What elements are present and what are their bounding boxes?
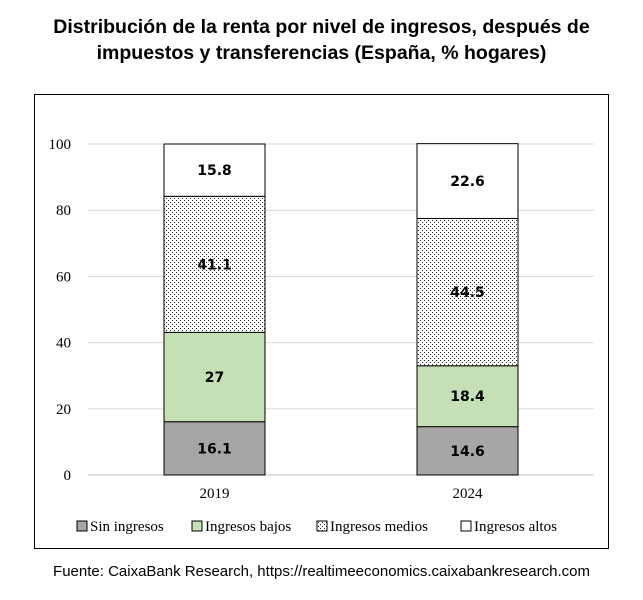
bars: 16.1 27 41.1 15.8 14.6 18.4 44.5 22.6 — [163, 143, 519, 476]
data-label: 41.1 — [197, 257, 232, 273]
y-tick-label: 0 — [64, 468, 72, 484]
data-label: 16.1 — [197, 441, 232, 457]
x-axis: 2019 2024 — [200, 486, 484, 502]
bar-segment-ingresos-altos — [163, 143, 266, 197]
legend-label: Ingresos altos — [474, 519, 557, 535]
source-note: Fuente: CaixaBank Research, https://real… — [53, 563, 590, 580]
legend-label: Ingresos bajos — [205, 519, 291, 535]
legend-label: Sin ingresos — [90, 519, 164, 535]
bar-segment-ingresos-altos — [416, 143, 519, 219]
y-tick-label: 80 — [56, 203, 71, 219]
title-line-2: impuestos y transferencias (España, % ho… — [96, 42, 547, 64]
legend: Sin ingresos Ingresos bajos Ingresos medio… — [76, 519, 557, 535]
bar-segment-sin-ingresos — [416, 426, 519, 476]
x-tick-label: 2019 — [200, 486, 230, 502]
legend-swatch — [76, 520, 88, 532]
data-label: 22.6 — [450, 174, 485, 190]
x-tick-label: 2024 — [453, 486, 484, 502]
legend-label: Ingresos medios — [330, 519, 428, 535]
y-tick-label: 20 — [56, 402, 71, 418]
data-label: 14.6 — [450, 444, 485, 460]
legend-swatch — [316, 520, 328, 532]
y-axis: 0 20 40 60 80 100 — [49, 137, 72, 484]
stacked-bar-chart: 0 20 40 60 80 100 16.1 27 41.1 15.8 14.6 18.4 44.5 2… — [49, 137, 594, 535]
y-tick-label: 100 — [49, 137, 72, 153]
data-label: 44.5 — [450, 285, 485, 301]
y-tick-label: 60 — [56, 269, 71, 285]
title-line-1: Distribución de la renta por nivel de in… — [53, 16, 590, 38]
data-label: 27 — [205, 370, 224, 386]
y-tick-label: 40 — [56, 336, 71, 352]
data-label: 15.8 — [197, 163, 232, 179]
chart-title: Distribución de la renta por nivel de in… — [0, 14, 643, 66]
bar-segment-ingresos-medios — [416, 217, 519, 367]
data-label: 18.4 — [450, 389, 485, 405]
legend-swatch — [460, 520, 472, 532]
legend-swatch — [191, 520, 203, 532]
bar-segment-ingresos-bajos — [416, 365, 519, 428]
